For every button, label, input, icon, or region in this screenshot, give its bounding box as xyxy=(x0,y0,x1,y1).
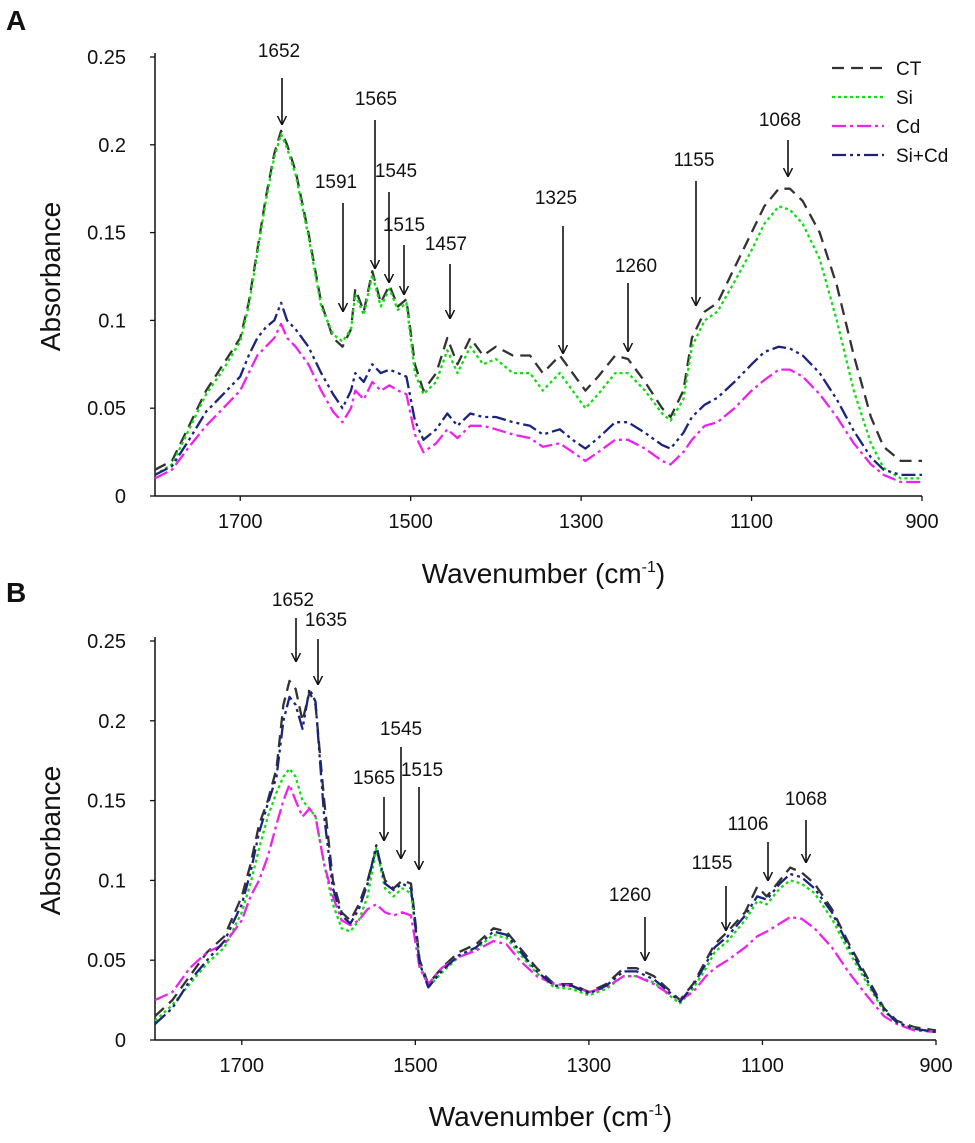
panel-b-peak-label: 1565 xyxy=(353,768,395,789)
panel-b-series-si xyxy=(154,767,937,1034)
panel-a-y-tick-label: 0.05 xyxy=(87,398,126,420)
panel-b-y-tick-label: 0.15 xyxy=(87,791,126,813)
panel-a-x-tick-label: 900 xyxy=(905,511,938,533)
panel-b-y-tick-label: 0.25 xyxy=(87,631,126,653)
panel-a-x-tick-label: 1700 xyxy=(218,511,263,533)
panel-b-y-tick-label: 0 xyxy=(115,1030,126,1052)
panel-b-series-si-cd xyxy=(154,687,937,1034)
panel-b-series-cd xyxy=(154,783,937,1034)
panel-b-x-tick-label: 1500 xyxy=(393,1055,438,1077)
panel-a-series-si-cd xyxy=(154,301,922,477)
panel-a-peak-label: 1068 xyxy=(759,110,801,131)
panel-a-peak-label: 1515 xyxy=(383,215,425,236)
panel-a-series-ct xyxy=(154,129,922,471)
panel-b-x-tick-label: 1300 xyxy=(567,1055,612,1077)
panel-a-y-tick-label: 0.15 xyxy=(87,223,126,245)
panel-a-legend-label: CT xyxy=(896,59,922,80)
panel-b-y-axis-title: Absorbance xyxy=(35,766,66,915)
panel-a-y-tick-label: 0.2 xyxy=(98,135,126,157)
panel-b-peak-label: 1260 xyxy=(609,885,651,906)
panel-b: B 0 0.05 0.1 0.15 0.2 0.25 1700 1500 1300 1100 900 W… xyxy=(6,577,953,1132)
panel-b-y-tick-label: 0.05 xyxy=(87,950,126,972)
panel-b-peak-label: 1652 xyxy=(272,590,314,611)
panel-b-peak-label: 1155 xyxy=(692,853,733,874)
panel-a-peak-label: 1260 xyxy=(615,256,657,277)
panel-a-peak-label: 1155 xyxy=(674,150,715,171)
panel-b-x-tick-label: 1700 xyxy=(220,1055,265,1077)
panel-b-letter: B xyxy=(6,577,26,608)
panel-a-legend-label: Si xyxy=(896,88,913,109)
panel-a-series-cd xyxy=(154,322,922,484)
panel-a-peak-label: 1325 xyxy=(535,188,577,209)
panel-a-peak-label: 1545 xyxy=(375,161,417,182)
panel-b-x-tick-label: 900 xyxy=(919,1055,952,1077)
panel-a-x-axis-title: Wavenumber (cm-1) xyxy=(422,558,665,589)
panel-a-series-si xyxy=(154,133,922,480)
panel-a-legend-label: Cd xyxy=(896,117,920,138)
panel-b-y-tick-label: 0.1 xyxy=(98,870,126,892)
panel-b-x-tick-label: 1100 xyxy=(741,1055,784,1077)
panel-b-x-axis-title: Wavenumber (cm-1) xyxy=(429,1101,672,1132)
panel-a-y-axis-title: Absorbance xyxy=(35,202,66,351)
panel-a-y-tick-label: 0.25 xyxy=(87,47,126,69)
panel-a-y-tick-label: 0.1 xyxy=(98,310,126,332)
panel-a-y-tick-label: 0 xyxy=(115,486,126,508)
panel-a-peak-label: 1457 xyxy=(425,234,467,255)
panel-b-peak-label: 1635 xyxy=(305,610,347,631)
panel-a-peak-label: 1652 xyxy=(258,41,300,62)
panel-a-x-tick-label: 1500 xyxy=(388,511,433,533)
panel-b-peak-label: 1106 xyxy=(728,814,769,835)
panel-a-x-tick-label: 1100 xyxy=(730,511,773,533)
panel-b-peak-label: 1068 xyxy=(785,789,827,810)
panel-b-peak-label: 1545 xyxy=(380,719,422,740)
panel-b-peak-label: 1515 xyxy=(401,760,443,781)
panel-b-y-tick-label: 0.2 xyxy=(98,711,126,733)
panel-a-letter: A xyxy=(6,5,26,36)
panel-b-series-ct xyxy=(154,679,937,1032)
panel-a-x-tick-label: 1300 xyxy=(559,511,604,533)
panel-a-legend-label: Si+Cd xyxy=(896,146,948,167)
panel-a-peak-label: 1565 xyxy=(355,89,397,110)
panel-a-peak-label: 1591 xyxy=(315,172,357,193)
panel-a: A 0 0.05 0.1 0.15 0.2 0.25 1700 1500 1300 1100 900 W… xyxy=(6,5,948,589)
